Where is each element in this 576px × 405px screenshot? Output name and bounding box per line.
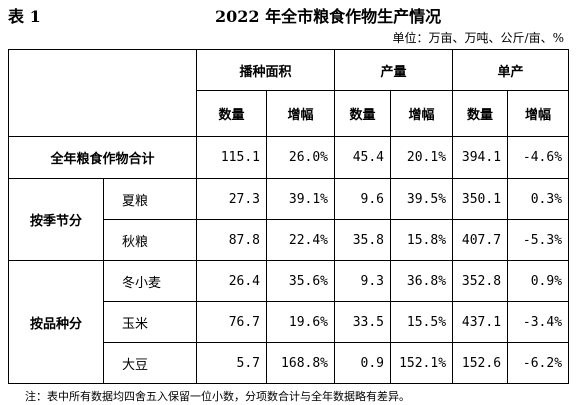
- cell-value: 87.8: [196, 219, 267, 261]
- header-sub-quantity: 数量: [452, 90, 509, 137]
- cell-value: 0.9%: [507, 260, 570, 302]
- header-row-sub: 数量 增幅 数量 增幅 数量 增幅: [9, 90, 570, 137]
- table-row: 秋粮 87.8 22.4% 35.8 15.8% 407.7 -5.3%: [9, 219, 570, 261]
- header-sub-quantity: 数量: [196, 90, 267, 137]
- cell-value: 20.1%: [390, 136, 454, 179]
- cell-value: 35.8: [334, 219, 392, 261]
- cell-value: 33.5: [334, 301, 392, 343]
- table-row: 按品种分 冬小麦 26.4 35.6% 9.3 36.8% 352.8 0.9%: [8, 260, 570, 384]
- cell-value: 19.6%: [265, 301, 336, 343]
- cell-value: 36.8%: [390, 260, 454, 302]
- header-sub-growth: 增幅: [390, 90, 454, 137]
- cell-value: 15.8%: [390, 219, 454, 261]
- cell-value: 39.1%: [265, 178, 336, 220]
- header-corner-cell: [8, 49, 197, 137]
- cell-value: 9.6: [334, 178, 392, 220]
- footnote: 注：表中所有数据均四舍五入保留一位小数，分项数合计与全年数据略有差异。: [25, 390, 410, 403]
- row-label-total: 全年粮食作物合计: [8, 136, 197, 179]
- row-label: 大豆: [103, 342, 197, 384]
- cell-value: 9.3: [334, 260, 392, 302]
- table-row-total: 全年粮食作物合计 115.1 26.0% 45.4 20.1% 394.1 -4…: [8, 136, 570, 179]
- header-sub-growth: 增幅: [507, 90, 570, 137]
- table-label: 表 1: [8, 7, 41, 26]
- cell-value: 39.5%: [390, 178, 454, 220]
- cell-value: 152.6: [452, 342, 509, 384]
- row-label: 夏粮: [103, 178, 197, 220]
- table-row: 大豆 5.7 168.8% 0.9 152.1% 152.6 -6.2%: [9, 342, 570, 384]
- cell-value: 407.7: [452, 219, 509, 261]
- header-output: 产量: [334, 49, 454, 91]
- cell-value: 0.3%: [507, 178, 570, 220]
- header-sub-quantity: 数量: [334, 90, 392, 137]
- cell-value: 76.7: [196, 301, 267, 343]
- cell-value: 437.1: [452, 301, 509, 343]
- cell-value: 115.1: [196, 136, 267, 179]
- table-row: 按季节分 夏粮 27.3 39.1% 9.6 39.5% 350.1 0.3%: [8, 178, 570, 261]
- group-label-season: 按季节分: [8, 178, 104, 261]
- grain-production-table: 播种面积 产量 单产 数量 增幅 数量 增幅 数量 增幅 全年粮食作物合计 11…: [8, 49, 570, 384]
- cell-value: 26.4: [196, 260, 267, 302]
- cell-value: -4.6%: [507, 136, 570, 179]
- header-sown-area: 播种面积: [195, 49, 336, 91]
- cell-value: 0.9: [334, 342, 392, 384]
- table-row: 玉米 76.7 19.6% 33.5 15.5% 437.1 -3.4%: [9, 301, 570, 343]
- row-label: 玉米: [103, 301, 197, 343]
- cell-value: 35.6%: [265, 260, 336, 302]
- cell-value: 5.7: [196, 342, 267, 384]
- header-row-groups: 播种面积 产量 单产: [8, 49, 570, 137]
- unit-note: 单位：万亩、万吨、公斤/亩、%: [392, 31, 564, 45]
- cell-value: 152.1%: [390, 342, 454, 384]
- cell-value: 168.8%: [265, 342, 336, 384]
- cell-value: 27.3: [196, 178, 267, 220]
- cell-value: 394.1: [452, 136, 509, 179]
- row-label: 秋粮: [103, 219, 197, 261]
- cell-value: 15.5%: [390, 301, 454, 343]
- cell-value: -3.4%: [507, 301, 570, 343]
- cell-value: 350.1: [452, 178, 509, 220]
- table-title: 2022 年全市粮食作物生产情况: [215, 7, 442, 26]
- cell-value: 22.4%: [265, 219, 336, 261]
- group-label-variety: 按品种分: [8, 260, 104, 384]
- row-label: 冬小麦: [103, 260, 197, 302]
- cell-value: -5.3%: [507, 219, 570, 261]
- cell-value: 352.8: [452, 260, 509, 302]
- cell-value: 26.0%: [265, 136, 336, 179]
- cell-value: 45.4: [334, 136, 392, 179]
- cell-value: -6.2%: [507, 342, 570, 384]
- header-yield: 单产: [452, 49, 570, 91]
- header-sub-growth: 增幅: [265, 90, 336, 137]
